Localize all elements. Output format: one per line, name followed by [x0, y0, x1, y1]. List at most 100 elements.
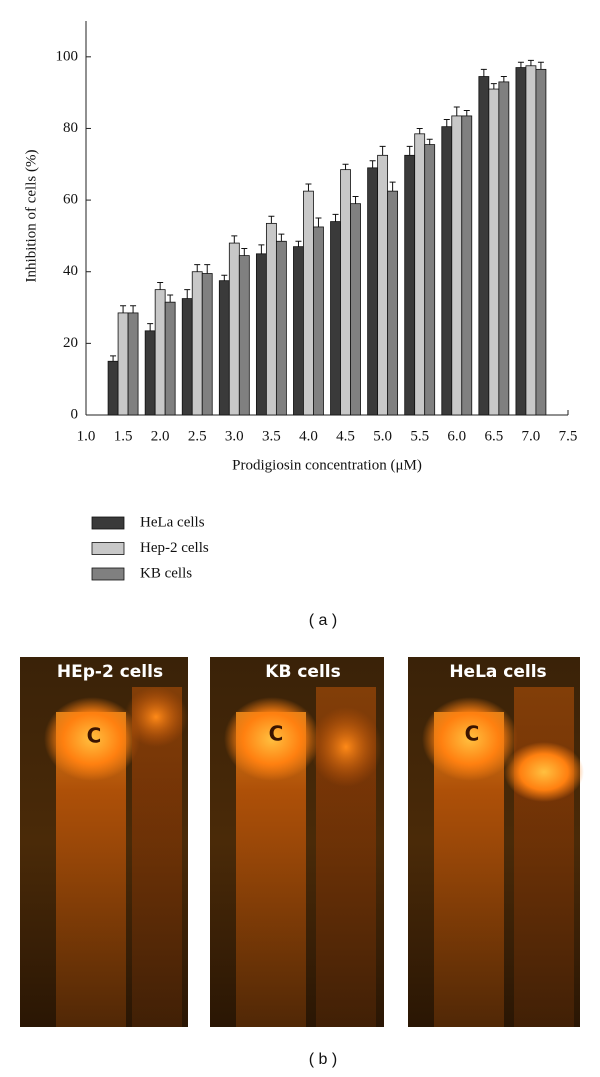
x-tick-label: 4.5 [336, 428, 355, 444]
bar [265, 222, 277, 416]
x-tick-label: 6.0 [447, 428, 466, 444]
x-tick-label: 3.0 [225, 428, 244, 444]
error-bar [406, 145, 413, 156]
x-tick-label: 2.0 [151, 428, 170, 444]
error-bar [453, 106, 460, 116]
legend-swatch [91, 516, 125, 530]
bar [117, 312, 129, 416]
error-bar [204, 264, 211, 274]
bar [478, 76, 490, 416]
gel-label: HeLa cells [449, 662, 546, 682]
error-bar [517, 61, 524, 68]
error-bar [379, 145, 386, 156]
lane-label: C [87, 724, 102, 748]
error-bar [463, 110, 470, 116]
error-bar [130, 305, 137, 313]
bar [498, 81, 510, 416]
error-bar [268, 215, 275, 224]
gel-images: HEp-2 cells KB cells HeLa cells C C C [20, 657, 584, 1027]
error-bar [389, 181, 396, 192]
error-bar [241, 247, 248, 256]
bar [181, 298, 193, 416]
x-axis-label: Prodigiosin concentration (μM) [232, 457, 422, 473]
error-bar [537, 61, 544, 70]
bar [330, 221, 341, 416]
error-bar [490, 83, 497, 90]
bar [525, 65, 537, 416]
error-bar [167, 294, 174, 303]
gel-label: KB cells [265, 662, 340, 682]
y-axis-label: Inhibition of cells (%) [23, 150, 39, 283]
caption: ( b ) [309, 1051, 337, 1068]
bar [414, 133, 426, 416]
x-tick-label: 1.5 [114, 428, 133, 444]
error-bar [120, 305, 127, 313]
error-bar [352, 196, 359, 204]
error-bar [110, 355, 117, 362]
error-bar [443, 119, 450, 127]
gel-label: HEp-2 cells [57, 662, 163, 682]
y-tick-label: 100 [56, 48, 79, 64]
legend-swatch [91, 567, 125, 581]
bar [340, 169, 351, 416]
bar [201, 273, 213, 416]
legend-label: Hep-2 cells [140, 540, 209, 556]
error-bar [295, 240, 302, 247]
lane-label: C [465, 722, 480, 746]
bar [164, 301, 176, 416]
x-tick-label: 5.5 [410, 428, 429, 444]
y-tick-label: 60 [63, 192, 78, 208]
bar [404, 154, 416, 416]
error-bar [342, 163, 349, 170]
bar [377, 154, 389, 416]
legend-label: KB cells [140, 565, 192, 581]
legend-swatch [91, 542, 125, 555]
bar [228, 242, 240, 416]
x-tick-label: 7.0 [522, 428, 541, 444]
x-tick-label: 5.0 [373, 428, 392, 444]
bar [127, 312, 139, 416]
error-bar [157, 281, 164, 290]
x-tick-label: 1.0 [77, 428, 96, 444]
bar [218, 280, 230, 416]
error-bar [258, 244, 265, 254]
error-bar [278, 233, 285, 242]
bar [535, 68, 547, 416]
error-bar [416, 127, 423, 134]
gel [20, 657, 188, 1027]
y-tick-label: 20 [63, 335, 78, 351]
bar [154, 289, 166, 416]
lane-label: C [269, 722, 284, 746]
error-bar [184, 289, 191, 299]
error-bar [221, 274, 228, 281]
x-tick-label: 4.0 [299, 428, 318, 444]
y-tick-label: 80 [63, 120, 78, 136]
bar [191, 271, 203, 416]
bar [144, 330, 156, 416]
bar [313, 226, 324, 416]
bar [451, 115, 463, 416]
x-tick-label: 2.5 [188, 428, 207, 444]
error-bar [315, 217, 322, 227]
error-bar [369, 160, 376, 168]
caption: ( a ) [309, 612, 337, 629]
error-bar [194, 264, 201, 272]
error-bar [231, 235, 238, 244]
bar [275, 240, 287, 416]
bar [238, 255, 250, 416]
error-bar [332, 213, 339, 222]
x-tick-label: 7.5 [559, 428, 578, 444]
bar [367, 167, 379, 416]
bar [107, 360, 119, 416]
x-tick-label: 6.5 [484, 428, 503, 444]
bar [387, 190, 399, 416]
gel [210, 657, 384, 1027]
bar [488, 88, 500, 416]
error-bar [147, 323, 154, 331]
error-bar [305, 183, 312, 192]
error-bar [480, 68, 487, 77]
x-tick-label: 3.5 [262, 428, 281, 444]
gel [408, 657, 584, 1027]
error-bar [426, 138, 433, 145]
